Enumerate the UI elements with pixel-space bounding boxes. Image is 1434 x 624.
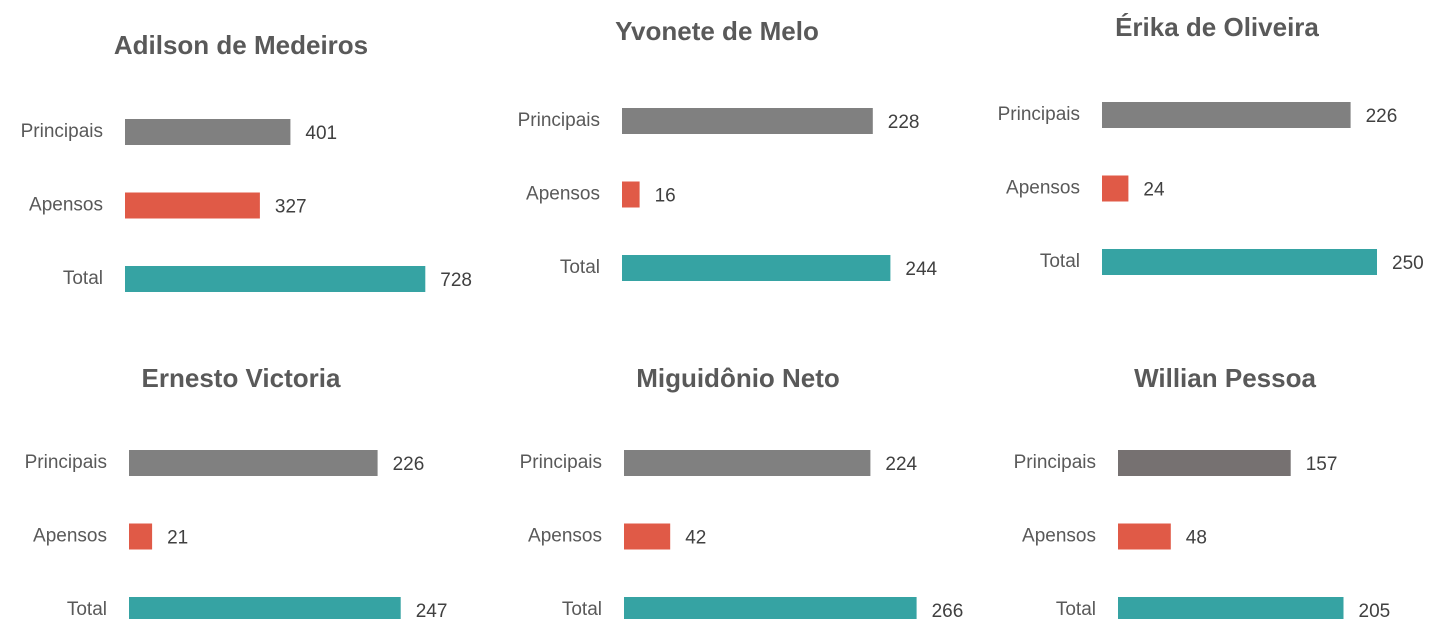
value-label: 157 — [1306, 454, 1338, 475]
value-label: 224 — [885, 454, 917, 475]
category-label: Principais — [1014, 452, 1096, 473]
category-label: Total — [562, 599, 602, 619]
bar — [1102, 249, 1377, 275]
category-label: Apensos — [526, 184, 600, 205]
value-label: 42 — [685, 528, 706, 549]
value-label: 244 — [905, 259, 937, 280]
value-label: 48 — [1186, 528, 1207, 549]
bar — [125, 119, 291, 145]
category-label: Apensos — [528, 526, 602, 547]
bar — [129, 523, 153, 550]
category-label: Principais — [518, 110, 600, 131]
value-label: 226 — [1366, 106, 1398, 127]
bar — [624, 523, 671, 550]
bar — [1118, 450, 1291, 476]
chart-title: Miguidônio Neto — [636, 363, 840, 393]
bar — [622, 255, 891, 281]
value-label: 401 — [305, 123, 337, 144]
bar — [1118, 597, 1344, 623]
category-label: Apensos — [33, 526, 107, 547]
category-label: Principais — [520, 452, 602, 473]
value-label: 728 — [440, 270, 472, 291]
category-label: Apensos — [29, 195, 103, 216]
category-label: Principais — [998, 104, 1080, 125]
value-label: 226 — [393, 454, 425, 475]
chart-title: Willian Pessoa — [1134, 363, 1316, 393]
bar — [624, 450, 871, 476]
category-label: Total — [1040, 251, 1080, 272]
value-label: 24 — [1143, 180, 1165, 201]
value-label: 266 — [932, 601, 964, 619]
value-label: 247 — [416, 601, 448, 619]
category-label: Apensos — [1006, 178, 1080, 199]
category-label: Total — [560, 257, 600, 278]
value-label: 228 — [888, 112, 920, 133]
category-label: Principais — [25, 452, 107, 473]
value-label: 205 — [1359, 601, 1391, 619]
bar — [622, 181, 640, 208]
category-label: Total — [1056, 599, 1096, 619]
category-label: Total — [63, 268, 103, 289]
bar — [1102, 175, 1129, 202]
bar — [1118, 523, 1171, 550]
value-label: 16 — [655, 186, 676, 207]
chart-title: Ernesto Victoria — [142, 363, 341, 393]
bar — [129, 450, 378, 476]
bar — [622, 108, 873, 134]
bar — [125, 266, 426, 292]
value-label: 21 — [167, 528, 188, 549]
value-label: 327 — [275, 197, 307, 218]
bar — [125, 192, 260, 219]
category-label: Principais — [21, 121, 103, 142]
value-label: 250 — [1392, 253, 1424, 274]
chart-title: Érika de Oliveira — [1115, 12, 1319, 42]
category-label: Total — [67, 599, 107, 619]
bar — [129, 597, 401, 623]
chart-title: Yvonete de Melo — [615, 16, 819, 46]
bar — [1102, 102, 1351, 128]
bar — [624, 597, 917, 623]
chart-title: Adilson de Medeiros — [114, 30, 368, 60]
category-label: Apensos — [1022, 526, 1096, 547]
